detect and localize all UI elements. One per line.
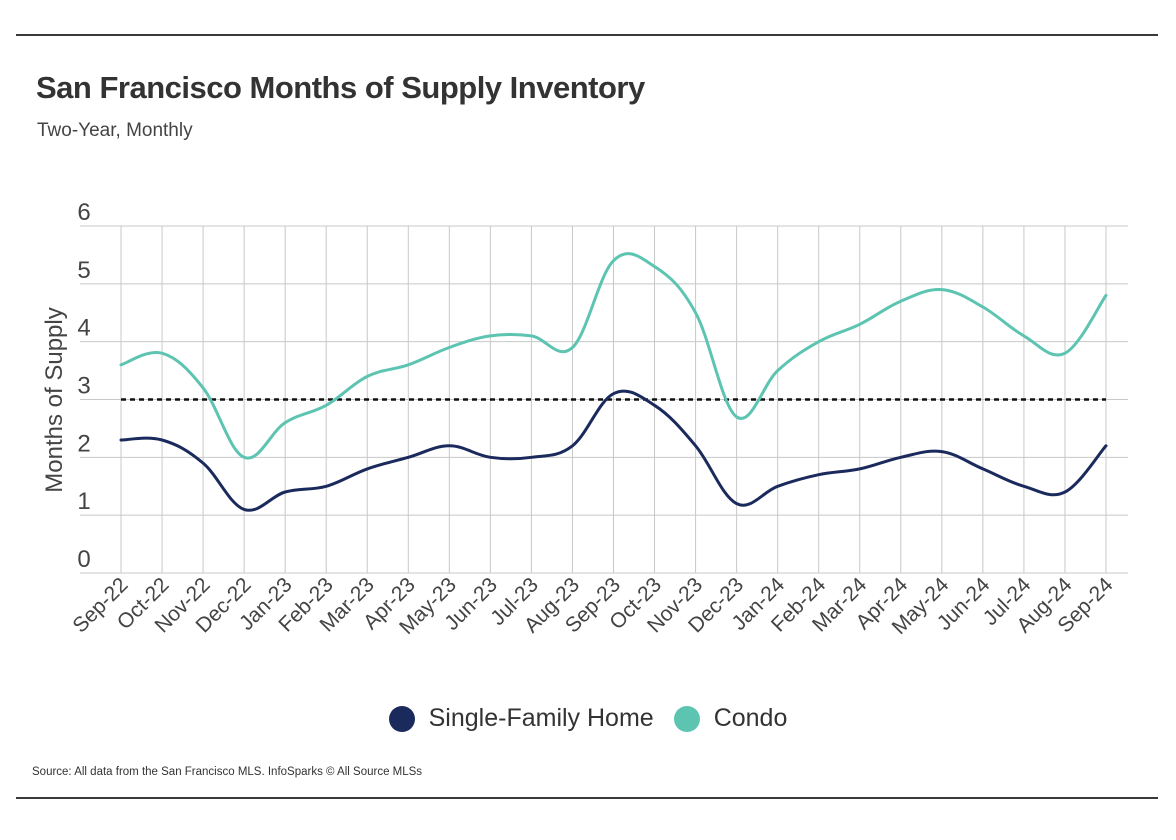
- data-point-single-family-home-9: [488, 455, 492, 459]
- data-point-condo-1: [160, 351, 164, 355]
- data-point-single-family-home-23: [1063, 490, 1067, 494]
- data-point-single-family-home-3: [242, 507, 246, 511]
- y-tick-label-5: 5: [77, 257, 90, 284]
- data-point-condo-23: [1063, 351, 1067, 355]
- data-point-condo-17: [817, 340, 821, 344]
- series-line-single-family-home: [119, 389, 1108, 512]
- data-point-condo-24: [1104, 293, 1108, 297]
- legend-swatch-single-family: [388, 705, 415, 732]
- data-point-condo-22: [1022, 334, 1026, 338]
- series-line-condo: [119, 252, 1108, 460]
- data-point-single-family-home-13: [653, 403, 657, 407]
- data-point-condo-0: [119, 363, 123, 367]
- data-point-condo-8: [447, 345, 451, 349]
- bottom-rule: [16, 797, 1158, 799]
- data-point-single-family-home-4: [283, 490, 287, 494]
- data-point-condo-19: [899, 299, 903, 303]
- data-point-single-family-home-6: [365, 467, 369, 471]
- data-point-single-family-home-19: [899, 455, 903, 459]
- data-point-single-family-home-7: [406, 455, 410, 459]
- series-group: [119, 252, 1108, 512]
- y-tick-label-0: 0: [77, 546, 90, 573]
- data-point-single-family-home-20: [940, 450, 944, 454]
- x-axis-ticks: Sep-22Oct-22Nov-22Dec-22Jan-23Feb-23Mar-…: [68, 573, 1117, 639]
- data-point-single-family-home-8: [447, 444, 451, 448]
- data-point-single-family-home-1: [160, 438, 164, 442]
- data-point-condo-14: [694, 311, 698, 315]
- line-chart: 0 1 2 3 4 5 6 Sep-22Oct-22Nov-22Dec-22Jan-23Fe…: [41, 199, 1128, 639]
- top-rule: [16, 34, 1158, 36]
- data-point-condo-15: [735, 415, 739, 419]
- legend-label-single-family: Single-Family Home: [428, 704, 654, 732]
- data-point-single-family-home-5: [324, 484, 328, 488]
- legend: Single-Family Home Condo: [0, 704, 1176, 733]
- data-point-condo-16: [776, 369, 780, 373]
- data-point-condo-3: [242, 455, 246, 459]
- data-point-single-family-home-2: [201, 461, 205, 465]
- data-point-condo-7: [406, 363, 410, 367]
- chart-title: San Francisco Months of Supply Inventory: [36, 70, 645, 105]
- y-tick-label-4: 4: [77, 315, 90, 342]
- y-axis-ticks: 0 1 2 3 4 5 6: [77, 199, 90, 573]
- data-point-single-family-home-11: [570, 444, 574, 448]
- y-tick-label-1: 1: [77, 488, 90, 515]
- data-point-single-family-home-16: [776, 484, 780, 488]
- data-point-single-family-home-15: [735, 502, 739, 506]
- data-point-condo-12: [612, 259, 616, 263]
- legend-swatch-condo: [673, 705, 700, 732]
- data-point-single-family-home-14: [694, 444, 698, 448]
- data-point-single-family-home-18: [858, 467, 862, 471]
- data-point-condo-4: [283, 421, 287, 425]
- data-point-single-family-home-0: [119, 438, 123, 442]
- chart-subtitle: Two-Year, Monthly: [37, 120, 193, 141]
- source-note: Source: All data from the San Francisco …: [32, 766, 423, 778]
- legend-item-condo[interactable]: Condo: [673, 704, 788, 733]
- data-point-single-family-home-21: [981, 467, 985, 471]
- data-point-single-family-home-22: [1022, 484, 1026, 488]
- data-point-condo-5: [324, 403, 328, 407]
- data-point-condo-21: [981, 305, 985, 309]
- data-point-single-family-home-12: [612, 392, 616, 396]
- data-point-single-family-home-17: [817, 473, 821, 477]
- data-point-condo-10: [529, 334, 533, 338]
- data-point-condo-11: [570, 345, 574, 349]
- data-point-condo-18: [858, 322, 862, 326]
- legend-item-single-family[interactable]: Single-Family Home: [388, 704, 654, 733]
- data-point-condo-13: [653, 264, 657, 268]
- data-point-condo-6: [365, 374, 369, 378]
- data-point-condo-9: [488, 334, 492, 338]
- data-point-condo-20: [940, 288, 944, 292]
- y-tick-label-2: 2: [77, 430, 90, 457]
- data-point-single-family-home-10: [529, 455, 533, 459]
- legend-label-condo: Condo: [713, 704, 788, 732]
- data-point-condo-2: [201, 386, 205, 390]
- y-tick-label-6: 6: [77, 199, 90, 226]
- y-axis-label: Months of Supply: [41, 307, 68, 492]
- data-point-single-family-home-24: [1104, 444, 1108, 448]
- y-tick-label-3: 3: [77, 373, 90, 400]
